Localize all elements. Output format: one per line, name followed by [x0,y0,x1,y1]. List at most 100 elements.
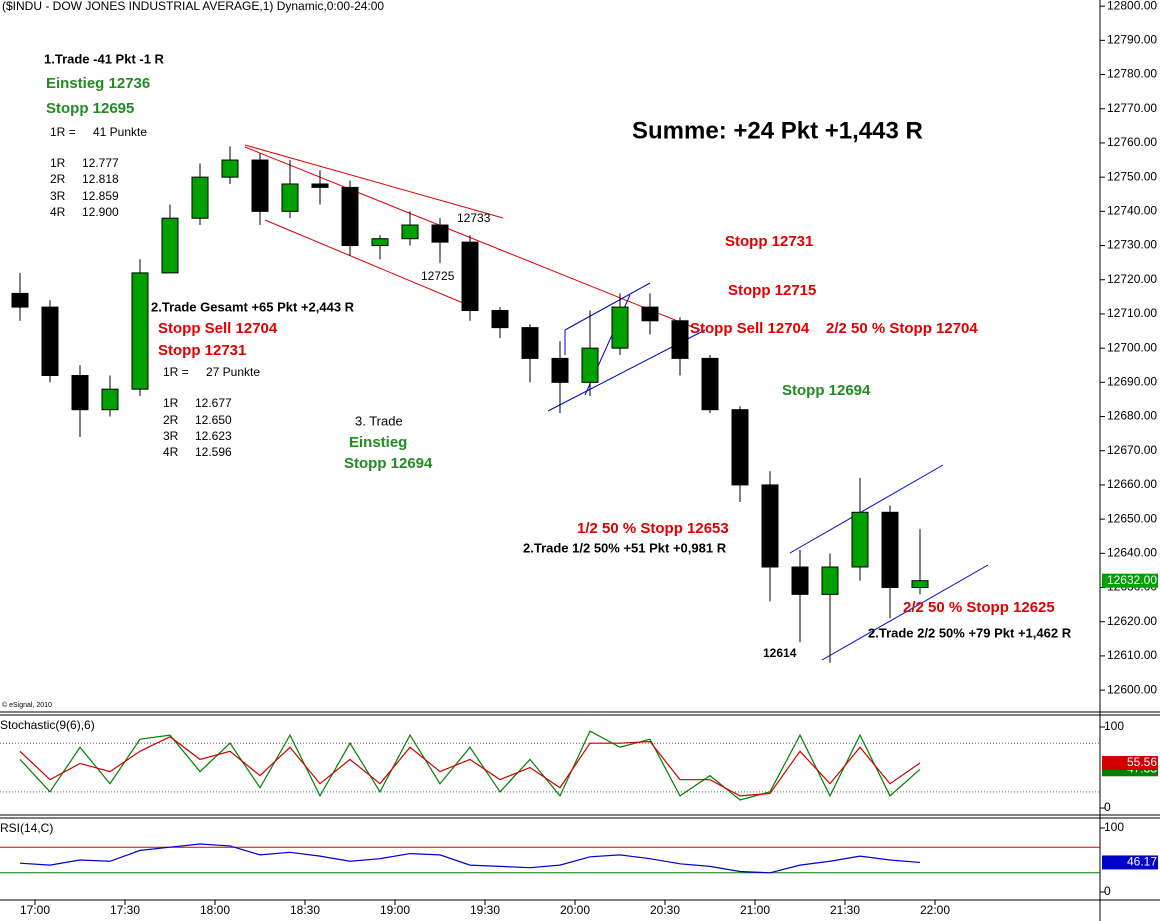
annotation: 12725 [421,269,455,283]
candle-body [731,409,749,486]
candle-body [491,310,509,329]
x-tick-label: 20:30 [650,903,680,917]
x-tick-label: 17:30 [110,903,140,917]
y-tick-label: 12700.00 [1107,340,1157,354]
candle-body [71,374,89,411]
channel-line [564,282,651,331]
panel-title: RSI(14,C) [0,821,53,835]
last-value-box [1102,573,1158,588]
annotation: 12.777 [82,156,119,170]
x-tick-label: 20:00 [560,903,590,917]
candle-body [131,272,149,390]
y-tick-label: 12710.00 [1107,306,1157,320]
candle-body [401,224,419,240]
annotation: 2.Trade 1/2 50% +51 Pkt +0,981 R [523,540,727,555]
y-tick-label: 0 [1104,800,1111,814]
annotation: Stopp 12731 [725,233,813,250]
indicator-line [19,730,921,801]
x-tick-label: 19:30 [470,903,500,917]
annotation: 12.596 [195,445,232,459]
annotation: 1R = [163,365,189,379]
annotation: 2/2 50 % Stopp 12625 [903,599,1055,616]
last-value-box [1102,855,1158,870]
y-tick-label: 12640.00 [1107,545,1157,559]
annotation: 1R [163,396,179,410]
annotation: Stopp 12694 [344,455,433,472]
last-value-box [1102,756,1158,771]
annotation: 2.Trade Gesamt +65 Pkt +2,443 R [151,299,355,314]
annotation: 1R [50,156,66,170]
y-tick-label: 12790.00 [1107,33,1157,47]
x-tick-label: 18:30 [290,903,320,917]
y-tick-label: 0 [1104,884,1111,898]
candle-body [881,511,899,589]
candle-body [371,238,389,247]
annotation: 1R = [50,125,76,139]
annotation: Einstieg 12736 [46,75,150,92]
candle-body [311,183,329,188]
y-tick-label: 12650.00 [1107,511,1157,525]
y-tick-label: 12680.00 [1107,409,1157,423]
annotation: 4R [163,445,179,459]
candle-body [851,511,869,568]
annotation: 12.900 [82,205,119,219]
y-tick-label: 12690.00 [1107,375,1157,389]
annotation: 2R [163,413,179,427]
x-tick-label: 21:30 [830,903,860,917]
annotation: 1.Trade -41 Pkt -1 R [44,51,165,66]
annotation: 3. Trade [355,413,403,428]
annotation: Stopp Sell 12704 [158,320,278,337]
y-tick-label: 12600.00 [1107,682,1157,696]
x-tick-label: 21:00 [740,903,770,917]
chart-title: ($INDU - DOW JONES INDUSTRIAL AVERAGE,1)… [2,0,384,13]
annotation: Stopp 12715 [728,282,816,299]
candle-body [341,186,359,247]
trend-line [264,219,464,304]
annotation: 27 Punkte [206,365,260,379]
candle-body [641,306,659,322]
candle-body [41,306,59,376]
y-tick-label: 12620.00 [1107,614,1157,628]
trend-line [244,144,504,219]
candle-body [911,580,929,589]
candle-body [611,306,629,349]
y-tick-label: 12750.00 [1107,169,1157,183]
annotation: 12614 [763,646,797,660]
indicator-line [19,736,921,797]
annotation: 41 Punkte [93,125,147,139]
candle-body [761,484,779,568]
y-tick-label: 12760.00 [1107,135,1157,149]
annotation: Stopp 12695 [46,100,134,117]
y-tick-label: 100 [1104,820,1124,834]
annotation: 12.677 [195,396,232,410]
annotation: 12.650 [195,413,232,427]
candle-body [671,320,689,359]
candle-body [191,176,209,219]
annotation: 4R [50,205,66,219]
annotation: Stopp 12694 [782,382,871,399]
annotation: Summe: +24 Pkt +1,443 R [632,117,923,144]
indicator-line [19,843,921,874]
annotation: 1/2 50 % Stopp 12653 [577,520,729,537]
last-value-label: 46.17 [1127,855,1157,869]
y-tick-label: 12660.00 [1107,477,1157,491]
x-tick-label: 22:00 [920,903,950,917]
annotation: 2.Trade 2/2 50% +79 Pkt +1,462 R [868,625,1072,640]
last-value-label: 55.56 [1127,755,1157,769]
candle-body [251,159,269,212]
annotation: 3R [50,189,66,203]
annotation: Stopp Sell 12704 [690,320,810,337]
annotation: 12.859 [82,189,119,203]
annotation: 2/2 50 % Stopp 12704 [826,320,978,337]
candle-body [791,566,809,595]
y-tick-label: 12610.00 [1107,648,1157,662]
candle-body [701,357,719,411]
candle-body [101,388,119,411]
annotation: 3R [163,429,179,443]
x-tick-label: 17:00 [20,903,50,917]
candle-body [161,217,179,274]
y-tick-label: 12740.00 [1107,204,1157,218]
candle-body [461,241,479,312]
